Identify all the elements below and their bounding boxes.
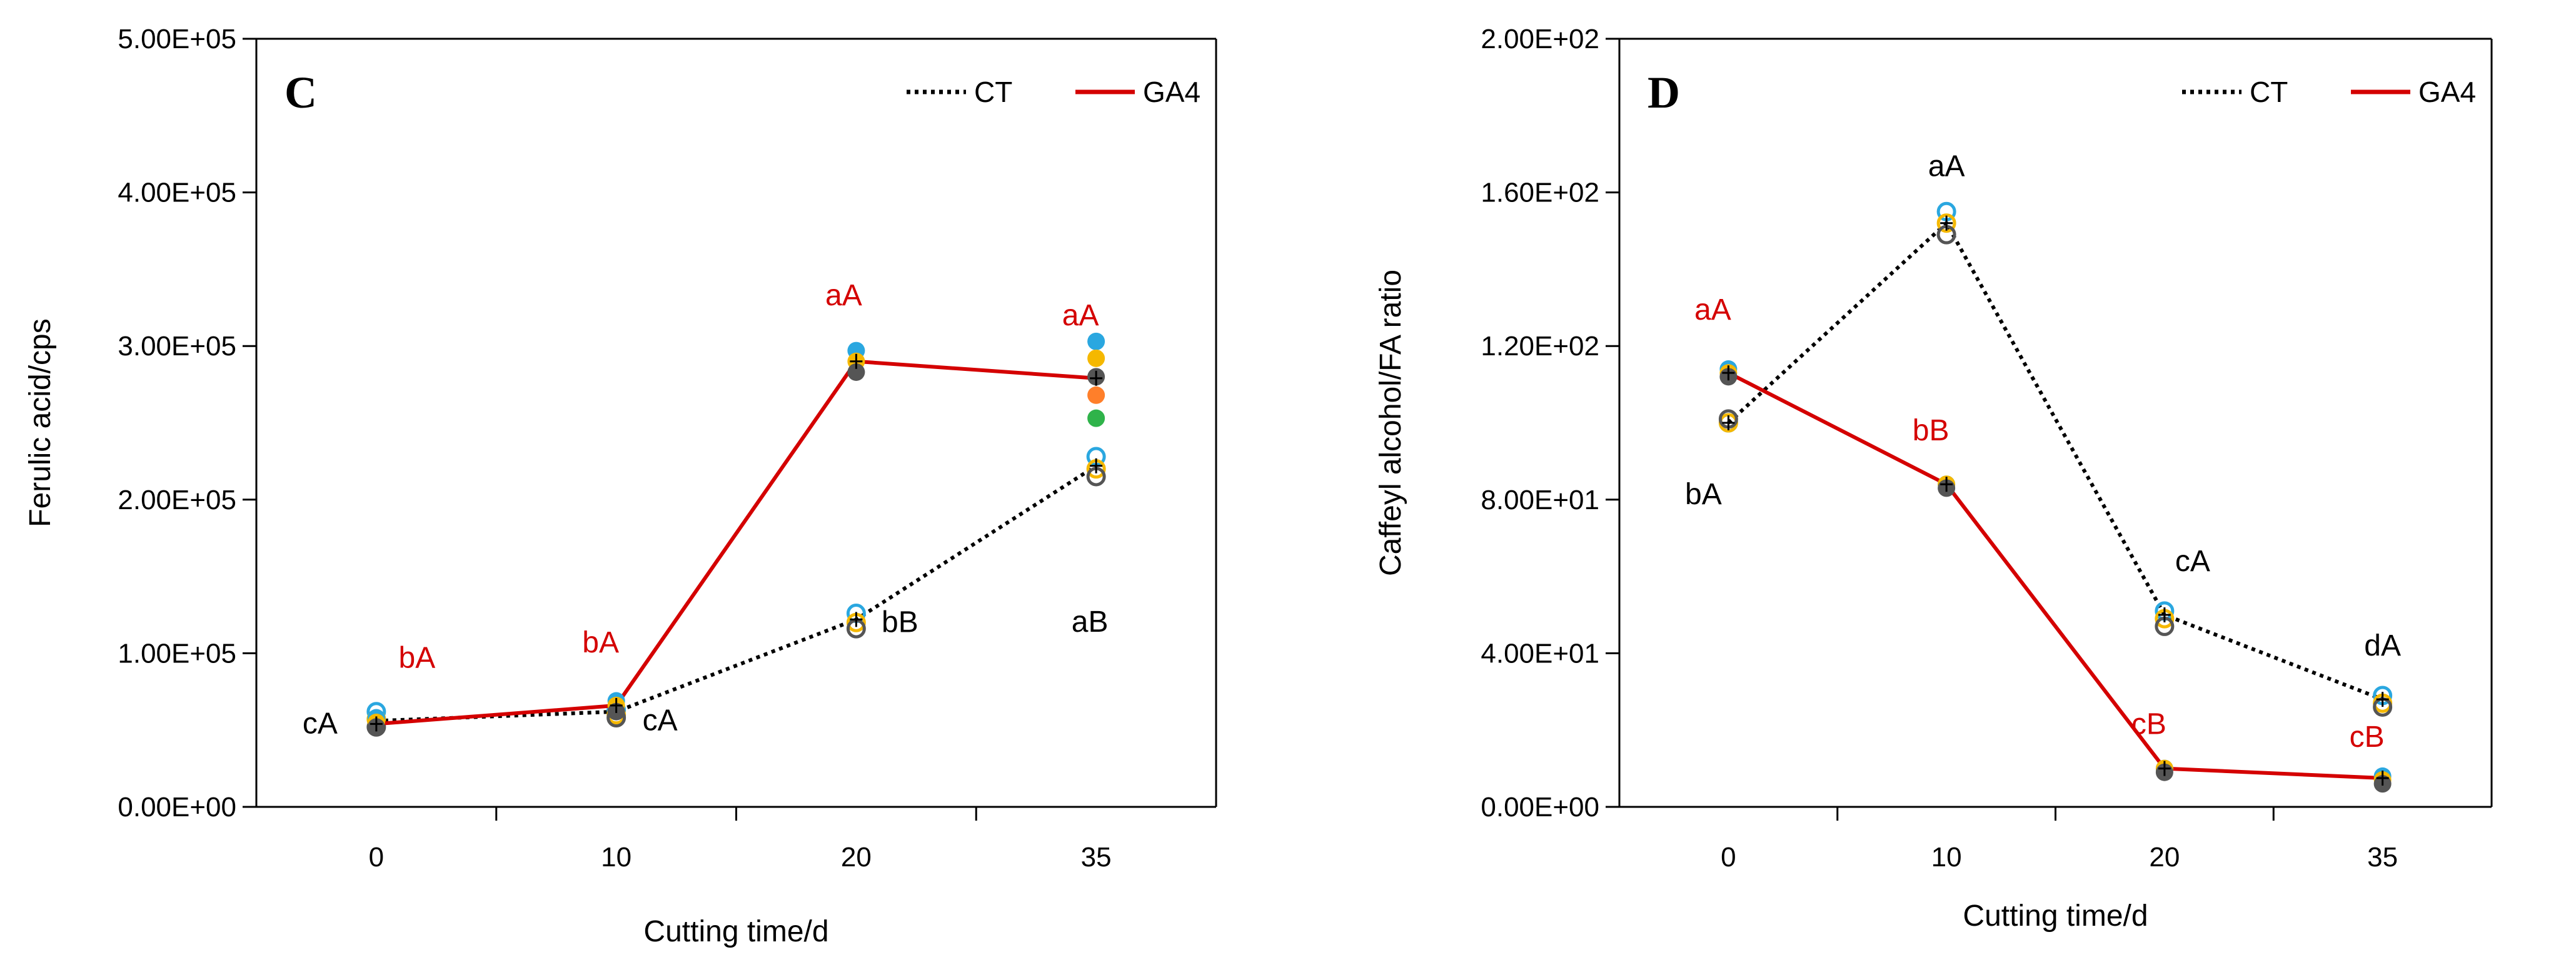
y-tick-label: 0.00E+00 [1481,792,1599,823]
legend-label-ct: CT [974,76,1012,108]
x-tick-label: 20 [2149,842,2180,873]
replicate-point [1087,349,1105,367]
x-tick-label: 35 [1081,842,1112,873]
significance-label: cA [2175,545,2210,578]
x-axis-title: Cutting time/d [1963,899,2148,933]
y-tick-label: 2.00E+02 [1481,24,1599,54]
series-line-ga4 [376,359,1097,726]
replicate-point [847,363,865,381]
significance-label: cB [2131,708,2166,741]
y-tick-label: 5.00E+05 [118,24,236,54]
panel-letter: C [284,68,317,118]
significance-label: aA [1062,299,1099,332]
series-ga4: bA bA aA aA [367,279,1105,736]
significance-label: cB [2350,721,2385,754]
significance-label: bA [1685,478,1722,511]
x-tick-label: 10 [1931,842,1962,873]
y-tick-label: 3.00E+05 [118,331,236,362]
y-axis-title: Ferulic acid/cps [24,318,57,527]
replicate-point [1087,386,1105,404]
significance-label: bB [882,605,918,639]
chart-panel-D: 0.00E+00 4.00E+01 8.00E+01 1.20E+02 1.60E+02… [1374,24,2493,933]
legend-label-ct: CT [2250,76,2288,108]
significance-label: aB [1072,605,1109,639]
y-tick-label: 4.00E+05 [118,178,236,208]
legend-label-ga4: GA4 [2418,76,2476,108]
series-ga4: aA bB cB cB [1694,293,2392,793]
y-tick-label: 1.00E+05 [118,638,236,669]
y-tick-label: 2.00E+05 [118,485,236,515]
x-axis-title: Cutting time/d [643,915,828,948]
x-tick-label: 0 [1721,842,1736,873]
significance-label: cA [643,704,678,737]
series-line-ga4 [1728,371,2383,780]
series-line-ct [376,464,1097,723]
series-ct: bA aA cA dA [1685,150,2401,717]
y-axis-title: Caffeyl alcohol/FA ratio [1374,270,1407,576]
y-tick-label: 8.00E+01 [1481,485,1599,515]
significance-label: bA [582,626,619,659]
significance-label: bA [399,641,436,674]
y-tick-label: 0.00E+00 [118,792,236,823]
y-tick-label: 1.60E+02 [1481,178,1599,208]
panel-letter: D [1648,68,1680,118]
series-ct: cA cA bB aB [303,447,1109,740]
x-tick-label: 20 [841,842,872,873]
significance-label: bB [1913,414,1950,447]
significance-label: cA [303,707,338,740]
y-tick-label: 1.20E+02 [1481,331,1599,362]
replicate-point [1087,332,1105,350]
series-line-ct [1727,221,2383,701]
y-tick-label: 4.00E+01 [1481,638,1599,669]
significance-label: dA [2364,629,2401,662]
replicate-point [1087,409,1105,427]
legend-label-ga4: GA4 [1143,76,1200,108]
significance-label: aA [1928,150,1965,183]
x-tick-label: 35 [2367,842,2398,873]
chart-panel-C: 0.00E+00 1.00E+05 2.00E+05 3.00E+05 4.00E+05… [24,24,1217,948]
significance-label: aA [1694,293,1731,327]
x-tick-label: 10 [601,842,631,873]
significance-label: aA [825,279,862,312]
x-tick-label: 0 [369,842,384,873]
replicate-point [1936,213,1956,233]
